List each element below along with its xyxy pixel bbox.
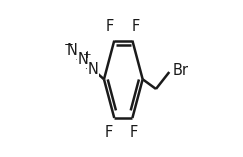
Text: F: F <box>105 125 113 140</box>
Text: N: N <box>88 62 99 77</box>
Text: N: N <box>77 52 88 68</box>
Text: −: − <box>64 38 74 51</box>
Text: F: F <box>131 19 139 34</box>
Text: F: F <box>130 125 138 140</box>
Text: +: + <box>83 50 92 60</box>
Text: N: N <box>67 43 78 58</box>
Text: Br: Br <box>172 63 188 78</box>
Text: F: F <box>106 19 114 34</box>
